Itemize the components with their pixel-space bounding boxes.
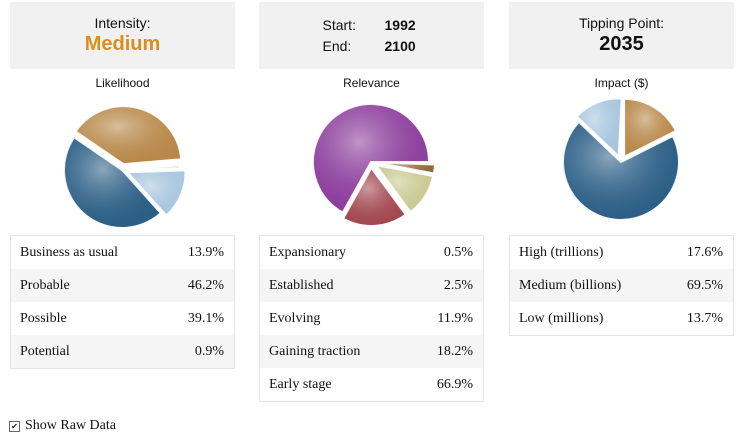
relevance-pie-chart[interactable] — [259, 90, 484, 240]
end-row: End: 2100 — [259, 36, 484, 57]
table-row: Medium (billions) 69.5% — [510, 269, 733, 302]
row-percentage: 66.9% — [436, 377, 473, 392]
end-value: 2100 — [384, 38, 416, 54]
row-percentage: 0.5% — [443, 245, 473, 260]
row-label: Business as usual — [20, 245, 118, 260]
likelihood-table: Business as usual 13.9% Probable 46.2% Possi… — [10, 235, 235, 369]
pie-slice-shading — [122, 165, 180, 170]
show-raw-data-toggle[interactable]: ✔ Show Raw Data — [9, 418, 116, 434]
table-row: Possible 39.1% — [11, 302, 234, 335]
row-percentage: 2.5% — [443, 278, 473, 293]
show-raw-data-label: Show Raw Data — [25, 418, 116, 433]
row-label: Potential — [20, 344, 70, 359]
table-row: Expansionary 0.5% — [260, 236, 483, 269]
start-row: Start: 1992 — [259, 15, 484, 36]
pie-slice-shading — [376, 165, 434, 212]
row-label: Gaining traction — [269, 344, 361, 359]
table-row: Evolving 11.9% — [260, 302, 483, 335]
table-row: Business as usual 13.9% — [11, 236, 234, 269]
pie-slice-shading — [75, 106, 182, 165]
pie-slice-shading — [127, 170, 186, 216]
row-label: High (trillions) — [519, 245, 604, 260]
pie-slice-shading — [313, 104, 429, 213]
table-row: Established 2.5% — [260, 269, 483, 302]
tipping-point-panel: Tipping Point: 2035 Impact ($) High (tri… — [509, 2, 734, 336]
relevance-pie-svg[interactable] — [259, 90, 484, 240]
tipping-point-value: 2035 — [599, 33, 644, 55]
row-label: Early stage — [269, 377, 332, 392]
row-percentage: 13.9% — [187, 245, 224, 260]
pie-slice-shading — [563, 122, 679, 220]
pie-slice-shading — [624, 98, 676, 157]
row-label: Low (millions) — [519, 311, 604, 326]
likelihood-pie-chart[interactable] — [10, 90, 235, 240]
table-row: Gaining traction 18.2% — [260, 335, 483, 368]
table-row: Early stage 66.9% — [260, 368, 483, 401]
row-percentage: 17.6% — [686, 245, 723, 260]
row-percentage: 46.2% — [187, 278, 224, 293]
row-percentage: 11.9% — [437, 311, 473, 326]
tipping-point-label: Tipping Point: — [578, 15, 665, 31]
impact-pie-svg[interactable] — [509, 90, 734, 240]
table-row: Potential 0.9% — [11, 335, 234, 368]
impact-pie-title: Impact ($) — [594, 76, 649, 90]
row-label: Evolving — [269, 311, 321, 326]
pie-slice-shading — [376, 162, 435, 174]
table-row: Probable 46.2% — [11, 269, 234, 302]
row-percentage: 18.2% — [436, 344, 473, 359]
pie-slice-shading — [343, 167, 406, 226]
impact-pie-chart[interactable] — [509, 90, 734, 240]
row-label: Expansionary — [269, 245, 346, 260]
row-label: Probable — [20, 278, 70, 293]
table-row: High (trillions) 17.6% — [510, 236, 733, 269]
timeframe-panel: Start: 1992 End: 2100 Relevance Expansio… — [259, 2, 484, 402]
relevance-pie-title: Relevance — [343, 76, 400, 90]
row-label: Possible — [20, 311, 67, 326]
intensity-value: Medium — [84, 33, 161, 55]
intensity-panel: Intensity: Medium Likelihood Business as… — [10, 2, 235, 369]
start-label: Start: — [322, 17, 356, 33]
likelihood-pie-svg[interactable] — [10, 90, 235, 240]
checkbox-check-icon[interactable]: ✔ — [9, 420, 20, 432]
row-percentage: 13.7% — [686, 311, 723, 326]
tipping-point-header: Tipping Point: 2035 — [509, 2, 734, 69]
pie-slice-shading — [63, 137, 161, 228]
relevance-table: Expansionary 0.5% Established 2.5% Evolving 1… — [259, 235, 484, 402]
end-label: End: — [322, 38, 352, 54]
row-percentage: 0.9% — [194, 344, 224, 359]
pie-slice-shading — [576, 98, 622, 157]
timeframe-header: Start: 1992 End: 2100 — [259, 2, 484, 69]
row-percentage: 69.5% — [686, 278, 723, 293]
intensity-label: Intensity: — [94, 15, 151, 31]
impact-table: High (trillions) 17.6% Medium (billions) 69… — [509, 235, 734, 336]
row-percentage: 39.1% — [187, 311, 224, 326]
start-value: 1992 — [384, 17, 416, 33]
likelihood-pie-title: Likelihood — [95, 76, 150, 90]
row-label: Established — [269, 278, 334, 293]
row-label: Medium (billions) — [519, 278, 622, 293]
intensity-header: Intensity: Medium — [10, 2, 235, 69]
table-row: Low (millions) 13.7% — [510, 302, 733, 335]
